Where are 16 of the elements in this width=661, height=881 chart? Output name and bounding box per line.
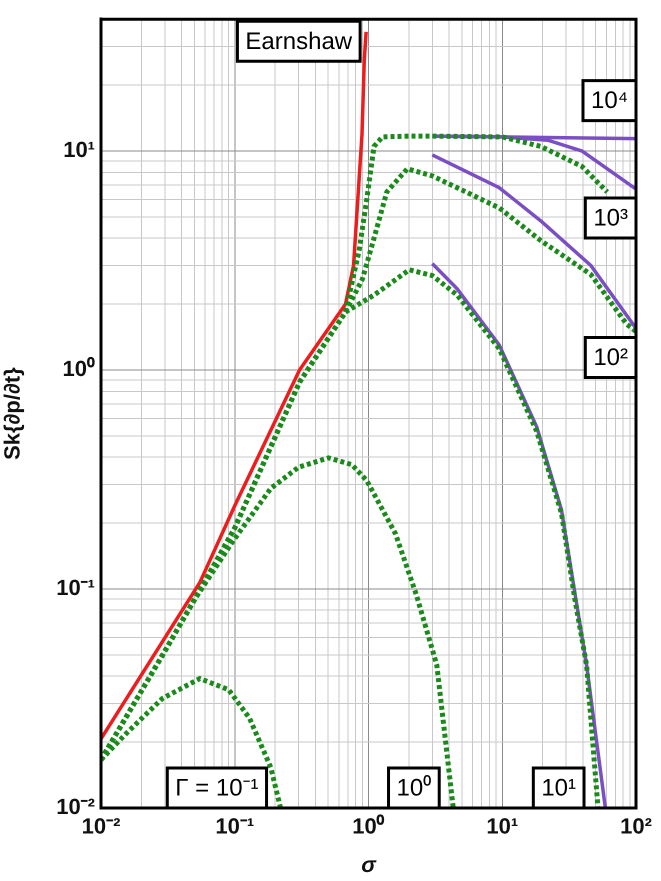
series-label: 10⁰ xyxy=(396,774,432,802)
y-tick-label: 10⁰ xyxy=(62,356,95,382)
series-label: Γ = 10⁻¹ xyxy=(175,774,259,802)
y-axis-title: Sk{∂p/∂t} xyxy=(0,366,24,460)
x-axis-title: σ xyxy=(361,852,378,877)
x-tick-label: 10² xyxy=(620,813,652,838)
series-label: 10³ xyxy=(593,204,628,232)
series-label: 10⁴ xyxy=(590,87,628,114)
x-tick-label: 10⁰ xyxy=(352,813,385,838)
x-tick-label: 10⁻¹ xyxy=(215,813,254,838)
y-tick-label: 10⁻¹ xyxy=(56,575,95,600)
series-label: 10¹ xyxy=(541,774,576,802)
x-tick-label: 10¹ xyxy=(486,813,518,838)
series-label: 10² xyxy=(593,344,628,372)
series-label: Earnshaw xyxy=(245,28,353,55)
y-tick-label: 10¹ xyxy=(63,137,95,162)
